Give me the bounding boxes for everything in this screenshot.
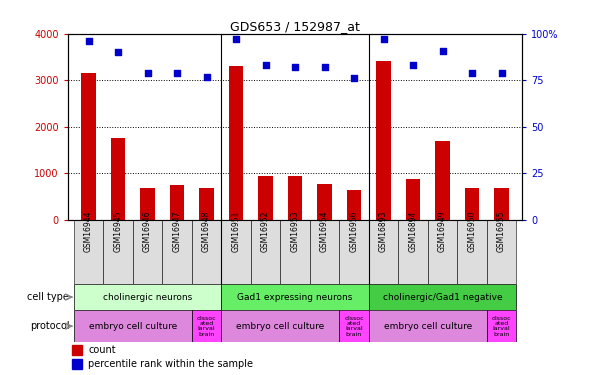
Point [231, 36, 241, 42]
Bar [435, 141, 450, 220]
Bar [258, 176, 273, 220]
Bar [465, 188, 479, 220]
FancyBboxPatch shape [457, 220, 487, 284]
Bar [376, 61, 391, 220]
Point [290, 64, 300, 70]
FancyBboxPatch shape [74, 284, 221, 310]
FancyBboxPatch shape [133, 220, 162, 284]
Text: GSM16946: GSM16946 [143, 210, 152, 252]
FancyBboxPatch shape [369, 310, 487, 342]
FancyBboxPatch shape [103, 220, 133, 284]
FancyBboxPatch shape [221, 284, 369, 310]
Text: dissoc
ated
larval
brain: dissoc ated larval brain [196, 315, 217, 337]
FancyBboxPatch shape [339, 310, 369, 342]
Text: Gad1 expressing neurons: Gad1 expressing neurons [237, 292, 353, 302]
Text: GSM16947: GSM16947 [172, 210, 182, 252]
FancyBboxPatch shape [74, 310, 192, 342]
Text: GSM16950: GSM16950 [467, 210, 477, 252]
FancyBboxPatch shape [280, 220, 310, 284]
FancyBboxPatch shape [369, 284, 516, 310]
Text: GSM16953: GSM16953 [290, 210, 300, 252]
Bar [317, 184, 332, 220]
FancyBboxPatch shape [487, 220, 516, 284]
Bar [406, 180, 420, 220]
Bar [81, 74, 96, 220]
FancyBboxPatch shape [369, 220, 398, 284]
FancyBboxPatch shape [428, 220, 457, 284]
FancyBboxPatch shape [192, 310, 221, 342]
Point [202, 74, 211, 80]
Text: count: count [88, 345, 116, 355]
FancyBboxPatch shape [487, 310, 516, 342]
Point [467, 70, 477, 76]
Text: embryo cell culture: embryo cell culture [384, 322, 472, 331]
Text: cell type: cell type [28, 292, 70, 302]
FancyBboxPatch shape [221, 220, 251, 284]
Text: GSM16894: GSM16894 [408, 211, 418, 252]
Point [497, 70, 506, 76]
Bar [229, 66, 243, 220]
Point [261, 62, 270, 68]
Point [84, 38, 93, 44]
FancyBboxPatch shape [74, 220, 103, 284]
Bar [347, 190, 361, 220]
Point [113, 50, 123, 55]
Bar [199, 188, 214, 220]
Text: GSM16955: GSM16955 [497, 210, 506, 252]
Title: GDS653 / 152987_at: GDS653 / 152987_at [230, 20, 360, 33]
Text: GSM16952: GSM16952 [261, 211, 270, 252]
Text: GSM16944: GSM16944 [84, 210, 93, 252]
Text: GSM16893: GSM16893 [379, 211, 388, 252]
Text: percentile rank within the sample: percentile rank within the sample [88, 358, 253, 369]
Bar [73, 345, 83, 355]
Text: GSM16954: GSM16954 [320, 210, 329, 252]
Bar [73, 359, 83, 369]
Text: embryo cell culture: embryo cell culture [88, 322, 177, 331]
Bar [288, 176, 302, 220]
FancyBboxPatch shape [162, 220, 192, 284]
Point [379, 36, 388, 42]
Bar [140, 188, 155, 220]
Text: GSM16948: GSM16948 [202, 211, 211, 252]
FancyBboxPatch shape [251, 220, 280, 284]
Text: cholinergic/Gad1 negative: cholinergic/Gad1 negative [383, 292, 502, 302]
Bar [494, 188, 509, 220]
FancyBboxPatch shape [398, 220, 428, 284]
Point [320, 64, 329, 70]
Bar [170, 185, 184, 220]
Text: dissoc
ated
larval
brain: dissoc ated larval brain [491, 315, 512, 337]
Bar [111, 138, 125, 220]
Text: embryo cell culture: embryo cell culture [236, 322, 324, 331]
Point [408, 62, 418, 68]
Point [172, 70, 182, 76]
Point [143, 70, 152, 76]
Text: cholinergic neurons: cholinergic neurons [103, 292, 192, 302]
Point [349, 75, 359, 81]
FancyBboxPatch shape [221, 310, 339, 342]
Point [438, 48, 447, 54]
FancyBboxPatch shape [310, 220, 339, 284]
FancyBboxPatch shape [192, 220, 221, 284]
Text: GSM16949: GSM16949 [438, 210, 447, 252]
Text: GSM16945: GSM16945 [113, 210, 123, 252]
Text: dissoc
ated
larval
brain: dissoc ated larval brain [344, 315, 364, 337]
FancyBboxPatch shape [339, 220, 369, 284]
Text: GSM16956: GSM16956 [349, 210, 359, 252]
Text: protocol: protocol [30, 321, 70, 331]
Text: GSM16951: GSM16951 [231, 211, 241, 252]
